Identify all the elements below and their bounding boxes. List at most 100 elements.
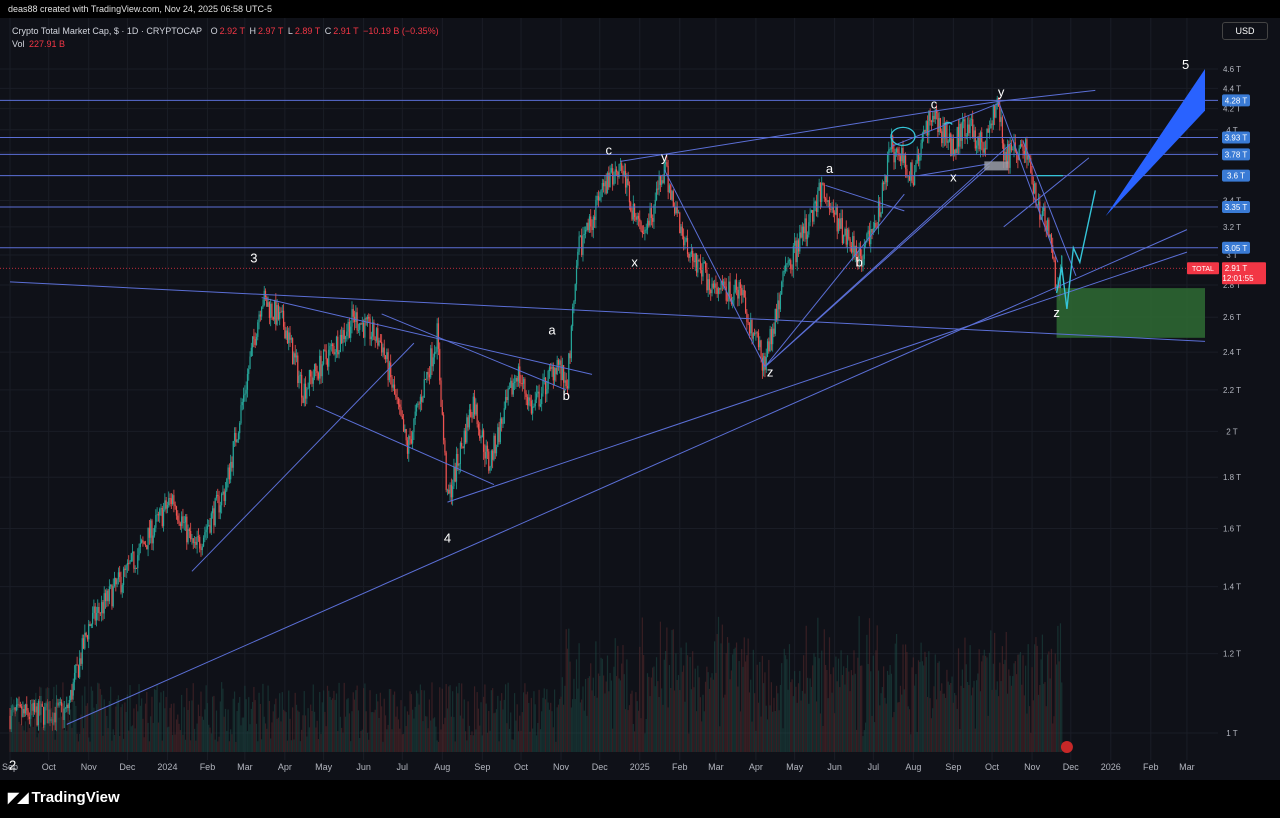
tradingview-logo[interactable]: ◤◢ TradingView [8,789,120,806]
candle-body [960,123,962,141]
volume-bar [1010,685,1013,752]
volume-bar [455,686,458,752]
volume-bar [289,718,291,752]
volume-bar [1058,661,1060,752]
candle-body [428,374,431,378]
x-axis-tick-label: Nov [1024,762,1041,772]
candle-body [782,271,784,282]
candle-body [524,379,526,394]
candle-body [233,432,236,442]
volume-bar [59,704,61,752]
candle-body [461,442,463,447]
volume-bar [308,727,310,752]
candle-body [254,338,256,345]
volume-bar [479,725,481,752]
candle-body [32,702,34,711]
candle-body [24,704,27,714]
candle-body [690,250,692,254]
candle-body [125,565,127,570]
candle-body [378,340,380,346]
candle-body [168,498,170,506]
candle-body [693,260,695,263]
volume-bar [546,689,548,752]
volume-bar [721,624,723,752]
chart-area[interactable]: Sep Oct Nov Dec 2024 Feb Mar Apr May Jun Jul Aug Sep… [0,18,1280,780]
volume-bar [392,694,394,752]
candle-body [174,504,176,507]
price-chart-svg[interactable]: Sep Oct Nov Dec 2024 Feb Mar Apr May Jun Jul Aug Sep… [0,18,1280,780]
candle-body [497,427,499,447]
volume-bar [630,693,632,752]
volume-bar [1019,652,1022,752]
candle-body [667,165,669,193]
candle-body [362,322,365,338]
volume-bar [634,731,636,752]
candle-body [232,441,234,468]
volume-bar [906,651,908,752]
volume-bar [134,728,136,752]
candle-body [994,105,996,118]
candle-body [810,210,812,213]
level-price-label: 4.28 T [1225,96,1248,105]
volume-bar [876,625,878,752]
volume-bar [599,675,601,752]
candle-body [329,345,331,350]
volume-bar [28,728,30,752]
y-axis-tick-label: 4 T [1226,126,1238,135]
candle-body [479,429,481,439]
volume-bar [779,684,782,752]
candle-body [845,228,847,245]
candle-body [355,312,357,322]
volume-bar [702,694,704,752]
volume-bar [94,712,96,752]
candle-body [986,128,988,150]
candle-body [910,162,912,181]
volume-bar [685,642,687,752]
candlestick-series [9,95,1063,733]
candle-body [67,704,69,709]
candle-body [1013,142,1015,150]
candle-body [670,185,672,200]
volume-bar [444,717,446,752]
candle-body [470,409,472,417]
candle-body [843,235,845,244]
volume-bar [390,689,392,752]
candle-body [130,553,132,562]
volume-bar [217,741,219,752]
volume-bar [733,649,735,752]
volume-bar [973,680,975,752]
candle-body [489,466,491,471]
volume-bar [672,629,674,752]
candle-body [933,115,935,120]
volume-bar [773,697,775,752]
candle-body [818,182,820,191]
candle-body [417,403,419,405]
candle-body [490,450,492,467]
volume-bar [1035,637,1037,752]
currency-button[interactable]: USD [1222,22,1268,40]
candle-body [978,136,980,150]
volume-bar [755,730,757,752]
candle-body [88,624,90,640]
candle-body [91,612,94,625]
volume-bar [320,734,322,752]
level-price-label: 3.05 T [1225,244,1248,253]
candle-body [156,514,158,516]
volume-bar [322,690,325,752]
volume-bar [86,703,89,752]
volume-bar [551,711,553,752]
volume-series [9,616,1063,752]
volume-bar [364,683,366,752]
level-price-tag [1222,241,1250,254]
candle-body [848,229,850,239]
volume-bar [901,694,903,752]
triangle-upper-line [261,297,593,375]
volume-bar [942,693,944,752]
candle-body [915,163,917,172]
candle-body [421,396,423,402]
candle-body [147,527,149,550]
candle-body [14,707,16,711]
candle-body [343,330,345,339]
candle-body [786,263,788,265]
candle-body [569,353,571,359]
